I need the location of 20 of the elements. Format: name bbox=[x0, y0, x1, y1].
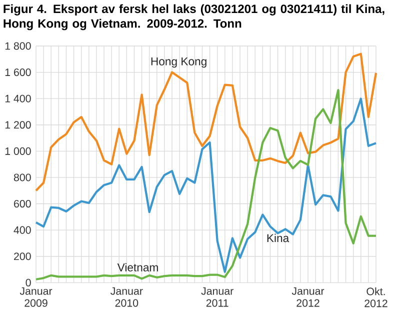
chart-title: Figur 4. Eksport av fersk hel laks (03021201 og 03021411) til Kina, Hong Kong og Vietnam. 2009-2012. Tonn bbox=[4, 4, 384, 30]
line-series bbox=[34, 52, 378, 192]
x-tick-label: Okt. 2012 bbox=[364, 287, 388, 308]
annotation: Hong Kong bbox=[151, 57, 206, 68]
y-tick-label: 1 600 bbox=[5, 68, 31, 76]
y-tick-label: 200 bbox=[14, 252, 31, 260]
y-tick-label: 0 bbox=[26, 278, 31, 286]
y-tick-label: 800 bbox=[14, 174, 31, 182]
x-tick-label: Januar 2011 bbox=[201, 287, 234, 307]
y-tick-label: 1 800 bbox=[5, 42, 31, 50]
y-tick-label: 1 200 bbox=[5, 121, 31, 129]
y-tick-label: 1 400 bbox=[5, 94, 31, 102]
x-tick-label: Januar 2009 bbox=[20, 287, 52, 307]
x-tick-label: Januar 2010 bbox=[110, 287, 143, 307]
annotation: Kina bbox=[267, 234, 290, 242]
annotation: Vietnam bbox=[117, 263, 158, 272]
y-tick-label: 400 bbox=[14, 226, 31, 234]
x-tick-label: Januar 2012 bbox=[292, 287, 324, 307]
y-tick-label: 600 bbox=[14, 200, 31, 208]
y-tick-label: 1 000 bbox=[5, 147, 31, 155]
